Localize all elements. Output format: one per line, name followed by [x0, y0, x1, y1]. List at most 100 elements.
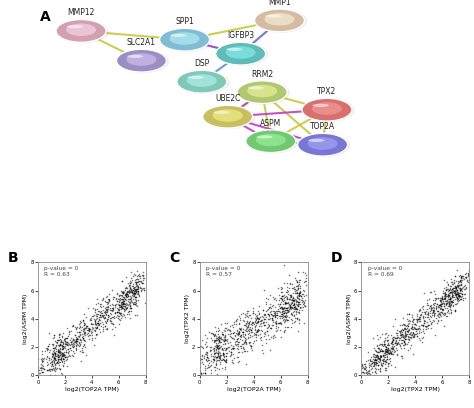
Point — [279, 285, 286, 292]
Point — [253, 322, 260, 328]
Point — [294, 302, 301, 309]
Point — [113, 290, 121, 297]
Point — [281, 299, 289, 306]
Point — [51, 344, 59, 350]
Point — [415, 328, 423, 335]
Point — [217, 336, 225, 343]
Point — [234, 340, 241, 347]
Point — [436, 296, 443, 303]
Point — [120, 298, 128, 305]
Point — [373, 348, 380, 355]
Point — [421, 311, 429, 318]
Point — [388, 342, 395, 349]
Point — [448, 286, 456, 292]
Ellipse shape — [117, 49, 169, 73]
Point — [119, 293, 127, 300]
Point — [132, 302, 139, 308]
Point — [129, 287, 137, 294]
Point — [272, 318, 280, 324]
Point — [37, 364, 45, 370]
Point — [390, 337, 397, 344]
Point — [100, 320, 107, 327]
Point — [126, 310, 133, 317]
Point — [266, 314, 274, 321]
Point — [393, 352, 401, 358]
Point — [125, 292, 132, 298]
Point — [137, 284, 144, 290]
Ellipse shape — [56, 20, 106, 42]
Point — [255, 311, 263, 318]
Point — [383, 355, 391, 362]
Point — [440, 277, 448, 284]
Point — [95, 317, 103, 323]
Point — [285, 285, 292, 291]
Point — [434, 317, 442, 324]
Point — [438, 296, 446, 302]
Point — [111, 302, 119, 308]
Point — [69, 353, 76, 359]
Point — [245, 322, 252, 328]
Point — [295, 299, 303, 306]
Point — [270, 317, 277, 323]
Point — [226, 353, 234, 360]
Point — [404, 323, 412, 329]
Point — [295, 292, 303, 299]
Point — [241, 338, 248, 344]
Point — [294, 328, 301, 334]
Point — [271, 314, 279, 320]
Point — [200, 353, 208, 359]
Point — [438, 296, 446, 303]
Point — [227, 341, 235, 348]
Point — [373, 351, 381, 358]
Point — [201, 362, 209, 369]
Point — [242, 321, 249, 328]
Point — [276, 315, 284, 321]
Point — [432, 300, 439, 306]
Point — [231, 339, 238, 345]
Point — [70, 339, 78, 346]
Point — [213, 371, 221, 378]
Point — [198, 344, 206, 350]
Point — [118, 299, 126, 305]
Point — [203, 356, 210, 362]
Point — [137, 284, 145, 291]
Point — [93, 320, 100, 327]
Point — [126, 296, 134, 302]
Point — [72, 335, 80, 342]
Point — [267, 311, 275, 317]
Point — [80, 329, 88, 336]
Point — [42, 356, 50, 363]
Point — [252, 329, 260, 335]
Point — [119, 304, 127, 311]
Point — [105, 295, 113, 302]
Point — [295, 290, 303, 297]
Point — [406, 317, 413, 324]
Point — [374, 362, 382, 368]
Point — [404, 327, 411, 334]
Point — [255, 315, 262, 322]
Point — [255, 319, 262, 326]
Point — [292, 290, 299, 297]
Point — [253, 315, 261, 321]
Point — [243, 308, 251, 314]
Point — [122, 290, 130, 296]
Point — [284, 288, 292, 294]
Point — [136, 284, 144, 291]
Point — [283, 289, 291, 295]
Point — [405, 334, 413, 340]
Point — [257, 333, 264, 340]
Point — [413, 333, 421, 339]
Point — [437, 294, 445, 301]
Point — [437, 317, 444, 324]
Point — [438, 306, 446, 313]
Point — [401, 330, 409, 337]
Point — [214, 336, 222, 342]
Point — [222, 366, 229, 372]
Point — [66, 341, 74, 348]
Point — [114, 306, 121, 313]
Point — [52, 355, 59, 361]
Point — [457, 290, 465, 297]
Point — [102, 319, 109, 326]
Point — [415, 316, 422, 322]
Point — [289, 302, 297, 308]
